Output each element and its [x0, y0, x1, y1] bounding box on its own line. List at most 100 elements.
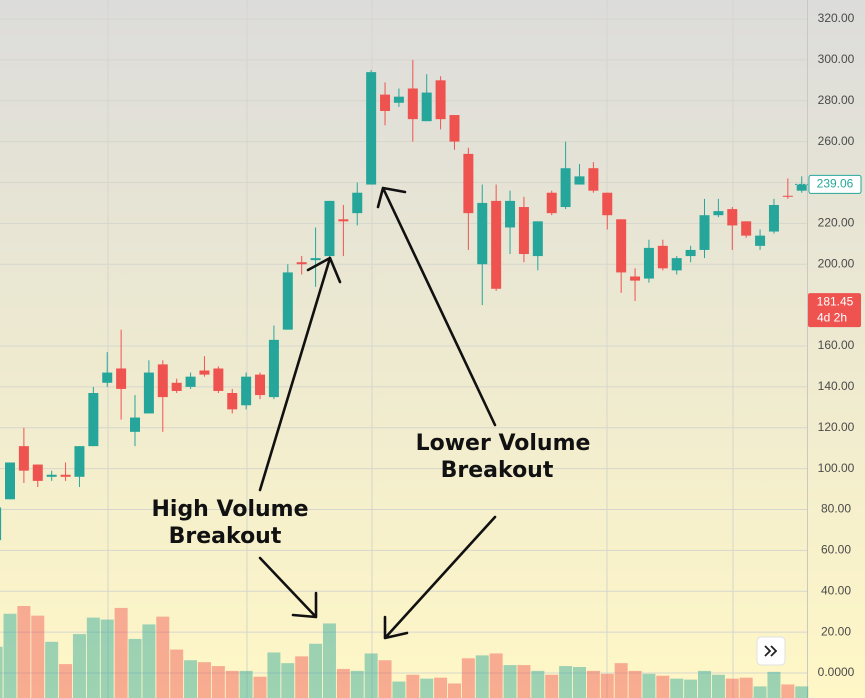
volume-bar — [239, 670, 253, 698]
candle-body — [102, 372, 113, 383]
candle-body — [227, 393, 238, 410]
candle-body — [268, 339, 279, 398]
volume-bar — [378, 660, 392, 698]
candle-body — [768, 204, 779, 232]
volume-bar — [45, 641, 59, 698]
y-tick-label: 0.0000 — [818, 665, 855, 679]
y-tick-label: 300.00 — [818, 52, 855, 66]
button-icon[interactable] — [764, 645, 778, 657]
volume-bar — [781, 684, 795, 698]
volume-bar — [670, 678, 684, 698]
candle-body — [143, 372, 154, 414]
volume-bar — [628, 670, 642, 698]
countdown-price-label: 181.45 — [817, 294, 854, 308]
y-tick-label: 140.00 — [818, 379, 855, 393]
candle-body — [185, 376, 196, 387]
volume-bar — [86, 617, 100, 698]
volume-bar — [461, 658, 475, 698]
volume-bar — [225, 670, 239, 698]
candle-body — [713, 211, 724, 216]
candle-body — [88, 393, 99, 447]
candle-body — [796, 184, 807, 191]
volume-bar — [586, 670, 600, 698]
volume-bar — [531, 670, 545, 698]
volume-bar — [309, 643, 323, 698]
volume-bar — [684, 679, 698, 698]
volume-bar — [267, 652, 281, 698]
volume-bar — [698, 670, 711, 698]
volume-bar — [59, 664, 73, 698]
volume-bar — [711, 674, 725, 698]
annotation-text: High Volume — [151, 497, 308, 522]
volume-bar — [475, 655, 489, 698]
candle-body — [46, 474, 57, 477]
candle-body — [18, 446, 29, 471]
candle-body — [213, 368, 224, 391]
last-price-label: 239.06 — [817, 177, 854, 191]
candle-body — [671, 258, 682, 271]
y-tick-label: 160.00 — [818, 338, 855, 352]
candle-body — [157, 364, 168, 398]
candle-body — [449, 115, 460, 142]
volume-bar — [447, 683, 461, 698]
arrow — [258, 256, 342, 492]
volume-bar — [100, 619, 114, 698]
volume-bar — [322, 623, 336, 698]
scroll-button[interactable] — [756, 636, 786, 666]
volume-bar — [336, 668, 350, 698]
countdown-tag — [808, 293, 861, 328]
candle-body — [171, 382, 182, 391]
candle-body — [699, 215, 710, 250]
candle-body — [477, 202, 488, 265]
volume-bar — [17, 606, 31, 698]
annotation: High Volume Breakout Lower Volume Breako… — [151, 431, 590, 549]
volume-bar — [600, 673, 614, 698]
candle-body — [130, 417, 141, 432]
y-tick-label: 280.00 — [818, 93, 855, 107]
candle-body — [116, 368, 127, 389]
candle-body — [755, 235, 766, 246]
countdown-label: 4d 2h — [817, 310, 847, 324]
volume-bar — [156, 616, 170, 698]
candle-body — [241, 376, 252, 406]
candle-body — [491, 200, 502, 289]
price-axis: 0.0000 20.00 40.00 60.00 80.00 100.00 120.00 14… — [795, 11, 862, 679]
candle-body — [685, 249, 696, 257]
candle-body — [505, 200, 516, 228]
y-tick-label: 60.00 — [821, 543, 851, 557]
arrow — [383, 515, 497, 640]
volume-bar — [142, 624, 156, 698]
volume-bar — [31, 615, 45, 698]
candle-body — [74, 446, 85, 477]
volume-bar — [795, 686, 809, 698]
volume-bar — [753, 686, 767, 698]
candle-body — [60, 474, 71, 477]
annotation-text: Breakout — [441, 458, 554, 483]
y-tick-label: 260.00 — [818, 134, 855, 148]
y-tick-label: 20.00 — [821, 624, 851, 638]
candle-body — [380, 94, 391, 111]
volume-bar — [364, 653, 378, 698]
candle-body — [727, 209, 738, 226]
volume — [0, 606, 809, 698]
arrows — [258, 186, 497, 640]
candle-body — [630, 276, 641, 281]
candle-body — [255, 374, 266, 396]
candle-body — [741, 221, 752, 236]
volume-bar — [614, 663, 628, 698]
volume-bar — [572, 667, 586, 698]
candle-body — [32, 464, 43, 481]
volume-bar — [656, 675, 670, 698]
volume-bar — [406, 674, 420, 698]
arrow — [376, 186, 497, 427]
y-tick-label: 100.00 — [818, 461, 855, 475]
candle-body — [352, 192, 363, 214]
y-tick-label: 40.00 — [821, 583, 851, 597]
candle-body — [463, 153, 474, 214]
annotation-text: Lower Volume — [416, 431, 591, 456]
candle-body — [282, 272, 293, 330]
volume-bar — [211, 666, 225, 698]
